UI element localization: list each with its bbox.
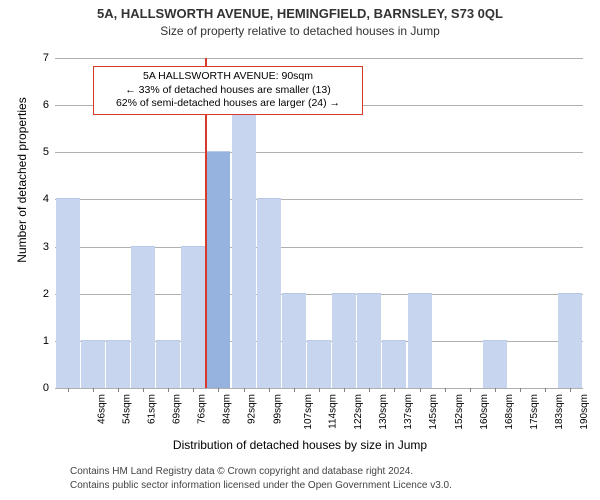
- x-tick-mark: [445, 388, 446, 392]
- x-tick-mark: [193, 388, 194, 392]
- bar: [131, 246, 155, 388]
- x-tick-mark: [495, 388, 496, 392]
- x-tick-label: 168sqm: [504, 394, 515, 430]
- bar: [56, 198, 80, 388]
- x-tick-label: 69sqm: [172, 394, 183, 424]
- bar: [257, 198, 281, 388]
- y-tick-label: 2: [43, 288, 49, 300]
- bar: [206, 151, 230, 388]
- x-tick-mark: [218, 388, 219, 392]
- y-tick-label: 5: [43, 146, 49, 158]
- bar: [357, 293, 381, 388]
- x-tick-mark: [168, 388, 169, 392]
- x-tick-mark: [244, 388, 245, 392]
- x-tick-label: 130sqm: [378, 394, 389, 430]
- bar: [332, 293, 356, 388]
- x-tick-label: 160sqm: [479, 394, 490, 430]
- x-tick-label: 175sqm: [529, 394, 540, 430]
- x-tick-mark: [118, 388, 119, 392]
- x-tick-mark: [570, 388, 571, 392]
- annotation-line: 62% of semi-detached houses are larger (…: [100, 97, 356, 111]
- x-tick-label: 99sqm: [272, 394, 283, 424]
- bar: [483, 340, 507, 388]
- gridline: [55, 58, 583, 59]
- y-axis-label: Number of detached properties: [15, 30, 29, 330]
- y-tick-label: 3: [43, 241, 49, 253]
- x-tick-label: 190sqm: [579, 394, 590, 430]
- footer-line-1: Contains HM Land Registry data © Crown c…: [70, 466, 413, 477]
- bar: [282, 293, 306, 388]
- bar: [408, 293, 432, 388]
- x-tick-label: 46sqm: [96, 394, 107, 424]
- y-tick-label: 0: [43, 382, 49, 394]
- x-tick-label: 114sqm: [327, 394, 338, 429]
- x-tick-mark: [294, 388, 295, 392]
- x-tick-mark: [319, 388, 320, 392]
- plot-area: 0123456746sqm54sqm61sqm69sqm76sqm84sqm92…: [55, 58, 583, 388]
- bar: [232, 104, 256, 388]
- x-tick-mark: [143, 388, 144, 392]
- bar: [81, 340, 105, 388]
- x-tick-label: 152sqm: [454, 394, 465, 430]
- annotation-line: 5A HALLSWORTH AVENUE: 90sqm: [100, 70, 356, 84]
- x-tick-mark: [344, 388, 345, 392]
- y-tick-label: 1: [43, 335, 49, 347]
- annotation-box: 5A HALLSWORTH AVENUE: 90sqm← 33% of deta…: [93, 66, 363, 115]
- y-tick-label: 6: [43, 99, 49, 111]
- x-axis-label: Distribution of detached houses by size …: [0, 438, 600, 452]
- y-tick-label: 7: [43, 52, 49, 64]
- x-tick-label: 183sqm: [554, 394, 565, 430]
- x-tick-mark: [520, 388, 521, 392]
- chart-title: 5A, HALLSWORTH AVENUE, HEMINGFIELD, BARN…: [0, 6, 600, 21]
- x-tick-label: 92sqm: [247, 394, 258, 424]
- bar: [181, 246, 205, 388]
- x-tick-label: 107sqm: [303, 394, 314, 430]
- bar: [558, 293, 582, 388]
- bar: [307, 340, 331, 388]
- bar: [156, 340, 180, 388]
- bar: [382, 340, 406, 388]
- x-tick-mark: [68, 388, 69, 392]
- gridline: [55, 199, 583, 200]
- x-tick-mark: [269, 388, 270, 392]
- x-tick-mark: [545, 388, 546, 392]
- x-tick-mark: [470, 388, 471, 392]
- x-tick-label: 122sqm: [353, 394, 364, 430]
- annotation-line: ← 33% of detached houses are smaller (13…: [100, 84, 356, 98]
- x-tick-mark: [420, 388, 421, 392]
- x-tick-mark: [394, 388, 395, 392]
- x-tick-label: 137sqm: [403, 394, 414, 430]
- x-tick-mark: [369, 388, 370, 392]
- gridline: [55, 152, 583, 153]
- y-tick-label: 4: [43, 193, 49, 205]
- x-tick-label: 54sqm: [121, 394, 132, 424]
- footer-line-2: Contains public sector information licen…: [70, 480, 452, 491]
- x-tick-label: 84sqm: [222, 394, 233, 424]
- x-tick-label: 76sqm: [197, 394, 208, 424]
- bar: [106, 340, 130, 388]
- x-tick-label: 145sqm: [429, 394, 440, 430]
- chart-container: 5A, HALLSWORTH AVENUE, HEMINGFIELD, BARN…: [0, 0, 600, 500]
- x-tick-mark: [93, 388, 94, 392]
- chart-subtitle: Size of property relative to detached ho…: [0, 24, 600, 38]
- x-tick-label: 61sqm: [146, 394, 157, 424]
